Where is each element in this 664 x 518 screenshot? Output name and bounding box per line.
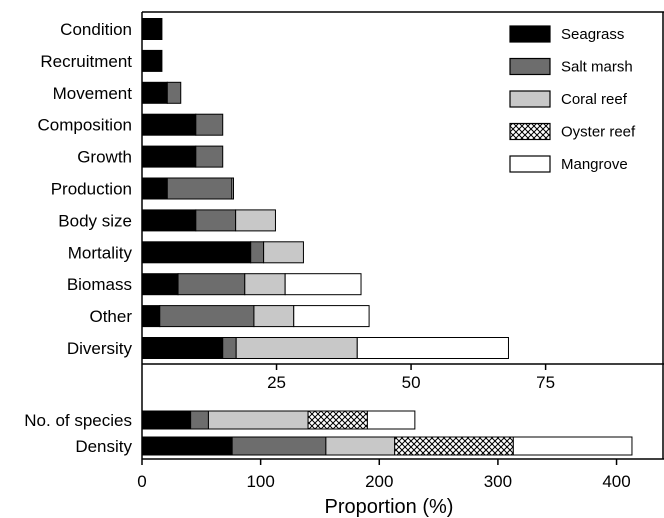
legend: Seagrass Salt marsh Coral reef Oyster reef M… [509,25,636,173]
category-label-biomass: Biomass [67,275,132,294]
bar-biomass-coral-reef [244,273,286,296]
category-label-composition: Composition [38,116,133,135]
bar-density-mangrove [512,436,633,456]
bar-production-coral-reef [231,177,234,200]
bar-density-coral-reef [325,436,396,456]
bar-no-of-species-salt-marsh [190,410,209,430]
category-label-production: Production [51,180,132,199]
x-axis-title: Proportion (%) [325,496,454,518]
bar-density-salt-marsh [231,436,327,456]
legend-label-coral-reef: Coral reef [561,91,628,108]
category-label-diversity: Diversity [67,339,133,358]
bar-movement-seagrass [141,81,168,104]
category-label-movement: Movement [53,84,133,103]
bar-recruitment-seagrass [141,49,163,72]
category-label-condition: Condition [60,20,132,39]
legend-label-salt-marsh: Salt marsh [561,59,633,76]
bar-growth-salt-marsh [195,145,224,168]
bar-movement-salt-marsh [166,81,182,104]
bar-biomass-salt-marsh [177,273,246,296]
x-tick-label-0-0: 25 [267,373,286,392]
bar-biomass-seagrass [141,273,179,296]
bar-condition-seagrass [141,18,163,40]
bar-production-salt-marsh [166,177,233,200]
x-tick-label-1-3: 300 [484,472,512,491]
category-label-growth: Growth [77,148,132,167]
bar-mortality-salt-marsh [250,241,265,264]
category-label-density: Density [75,437,132,456]
category-label-no-of-species: No. of species [24,411,132,430]
x-tick-label-1-0: 0 [137,472,146,491]
bar-diversity-salt-marsh [222,337,237,359]
bar-no-of-species-coral-reef [207,410,309,430]
x-tick-label-1-2: 200 [365,472,393,491]
category-label-recruitment: Recruitment [40,52,132,71]
bar-other-seagrass [141,305,161,328]
category-label-other: Other [89,307,132,326]
legend-label-oyster-reef: Oyster reef [561,124,636,141]
x-tick-label-1-1: 100 [246,472,274,491]
bar-other-coral-reef [253,305,295,328]
legend-swatch-seagrass [509,25,551,43]
bar-no-of-species-oyster-reef [307,410,368,430]
bar-no-of-species-mangrove [366,410,416,430]
x-tick-label-0-2: 75 [536,373,555,392]
legend-swatch-salt-marsh [509,57,551,76]
bar-composition-seagrass [141,113,197,136]
bar-mortality-seagrass [141,241,252,264]
category-label-body-size: Body size [58,211,132,230]
bar-composition-salt-marsh [195,113,224,136]
bar-biomass-mangrove [284,273,362,296]
bar-body-size-salt-marsh [195,209,237,232]
bar-density-oyster-reef [394,436,514,456]
legend-label-seagrass: Seagrass [561,26,624,43]
bar-no-of-species-seagrass [141,410,192,430]
bar-diversity-coral-reef [235,337,358,359]
legend-swatch-coral-reef [509,90,551,108]
bar-body-size-coral-reef [235,209,276,232]
bar-body-size-seagrass [141,209,197,232]
legend-swatch-oyster-reef [509,122,551,141]
x-tick-label-1-4: 400 [602,472,630,491]
bar-production-seagrass [141,177,168,200]
category-label-mortality: Mortality [68,243,133,262]
legend-label-mangrove: Mangrove [561,156,628,173]
bar-other-salt-marsh [159,305,255,328]
x-tick-label-0-1: 50 [402,373,421,392]
bar-diversity-seagrass [141,337,224,359]
bar-mortality-coral-reef [263,241,304,264]
bar-growth-seagrass [141,145,197,168]
bar-diversity-mangrove [356,337,509,359]
bar-other-mangrove [293,305,370,328]
bar-density-seagrass [141,436,233,456]
legend-swatch-mangrove [509,155,551,173]
